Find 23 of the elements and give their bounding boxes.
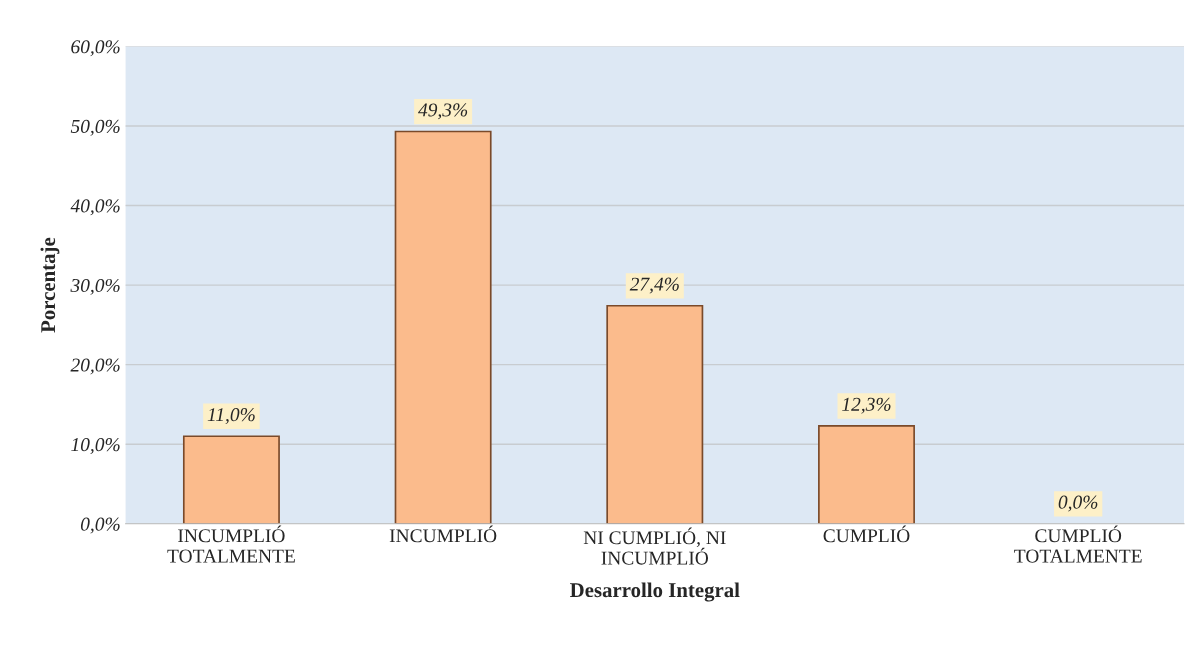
y-tick-label: 40,0% (70, 199, 120, 216)
y-axis-title: Porcentaje (40, 237, 60, 333)
y-tick-label: 60,0% (71, 40, 120, 57)
bar (818, 425, 915, 524)
y-tick-label: 30,0% (70, 278, 120, 295)
x-tick-label: INCUMPLIÓ TOTALMENTE (167, 525, 295, 563)
x-tick-label: INCUMPLIÓ (389, 525, 497, 543)
x-tick-label: CUMPLIÓ (823, 525, 910, 543)
x-tick-label: CUMPLIÓ TOTALMENTE (1014, 525, 1142, 563)
bar (182, 435, 280, 524)
y-tick-label: 0,0% (80, 517, 120, 534)
data-label: 49,3% (418, 103, 468, 120)
y-tick-label: 10,0% (71, 438, 120, 454)
y-tick-label: 50,0% (70, 119, 120, 136)
bar (606, 304, 704, 524)
data-label: 12,3% (842, 397, 891, 414)
data-label: 27,4% (629, 277, 679, 294)
y-tick-label: 20,0% (70, 358, 120, 375)
data-label: 11,0% (207, 408, 255, 424)
bar (394, 130, 492, 524)
x-axis-title: Desarrollo Integral (570, 582, 740, 602)
x-tick-label: NI CUMPLIÓ, NI INCUMPLIÓ (583, 527, 726, 565)
data-label: 0,0% (1058, 495, 1098, 512)
